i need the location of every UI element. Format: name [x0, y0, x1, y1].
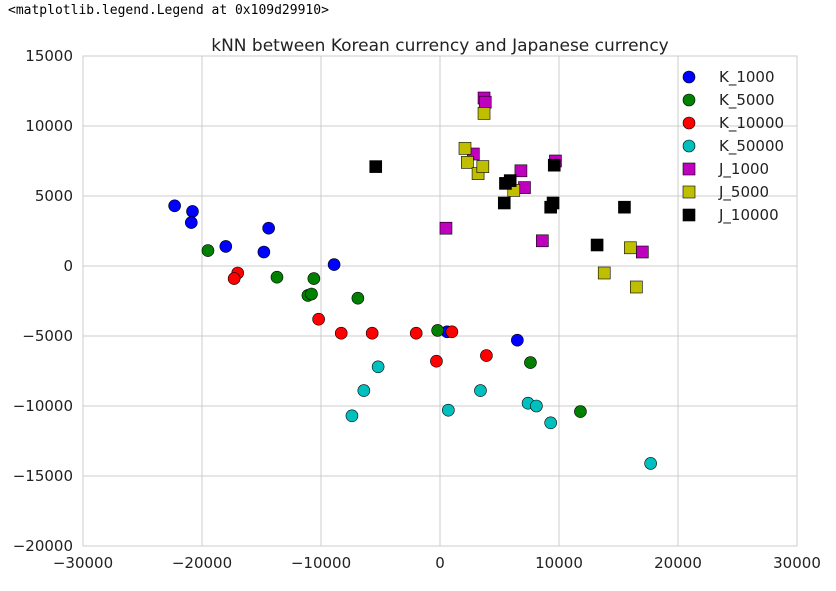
data-point — [511, 333, 524, 347]
data-point — [262, 221, 275, 235]
x-tick-label: −10000 — [291, 554, 351, 572]
y-tick-label: −5000 — [22, 327, 73, 345]
x-tick-label: 20000 — [654, 554, 702, 572]
y-tick-label: −20000 — [13, 537, 73, 555]
data-point — [503, 174, 517, 187]
data-point — [480, 349, 493, 362]
data-point — [644, 457, 657, 470]
data-point — [371, 360, 385, 374]
data-point — [618, 200, 631, 214]
legend-label: K_1000 — [719, 68, 775, 87]
y-tick-label: −15000 — [13, 467, 73, 485]
x-tick-label: −20000 — [172, 554, 232, 572]
y-tick-label: 0 — [63, 257, 73, 275]
x-tick-label: 10000 — [535, 554, 583, 572]
data-point — [431, 324, 444, 337]
legend-label: K_50000 — [719, 137, 784, 156]
data-point — [461, 156, 474, 169]
data-point — [477, 107, 491, 120]
data-point — [327, 258, 341, 271]
data-point — [307, 272, 321, 285]
data-point — [270, 270, 284, 284]
data-point — [369, 160, 383, 173]
data-point — [458, 142, 472, 155]
data-point — [536, 234, 549, 248]
data-point — [630, 280, 643, 294]
data-point — [186, 205, 199, 218]
y-tick-label: 10000 — [25, 117, 73, 135]
legend-marker — [682, 185, 696, 199]
data-point — [597, 266, 611, 280]
data-point — [524, 356, 537, 369]
data-point — [476, 160, 490, 173]
data-point — [445, 325, 459, 339]
data-point — [201, 244, 215, 257]
legend-label: J_5000 — [718, 183, 769, 202]
data-point — [430, 354, 443, 368]
data-point — [219, 240, 233, 253]
legend-label: J_1000 — [718, 160, 769, 179]
legend-label: K_5000 — [719, 91, 775, 110]
data-point — [497, 196, 511, 210]
data-point — [409, 326, 423, 340]
data-point — [518, 181, 531, 194]
legend-marker — [682, 93, 696, 107]
legend-label: K_10000 — [719, 114, 784, 133]
data-point — [514, 164, 528, 178]
x-tick-label: 0 — [435, 554, 445, 572]
data-point — [530, 399, 543, 413]
cell-output-text: <matplotlib.legend.Legend at 0x109d29910… — [8, 3, 329, 18]
legend-marker — [682, 162, 696, 176]
data-point — [635, 245, 649, 259]
x-tick-label: 30000 — [773, 554, 821, 572]
data-point — [590, 238, 604, 252]
y-tick-label: 5000 — [35, 187, 73, 205]
legend-marker — [682, 208, 696, 222]
data-point — [365, 326, 379, 340]
legend-marker — [682, 116, 696, 130]
data-point — [184, 216, 198, 229]
data-point — [334, 326, 348, 340]
data-point — [227, 272, 241, 285]
x-tick-label: −30000 — [53, 554, 113, 572]
data-point — [474, 384, 487, 397]
data-point — [351, 291, 365, 305]
data-point — [547, 158, 561, 172]
data-point — [168, 199, 181, 213]
chart-title: kNN between Korean currency and Japanese… — [211, 36, 669, 56]
legend-marker — [682, 70, 696, 84]
data-point — [442, 403, 455, 417]
data-point — [257, 245, 271, 259]
data-point — [478, 95, 492, 109]
data-point — [546, 196, 560, 210]
data-point — [574, 405, 587, 418]
data-point — [305, 287, 318, 301]
data-point — [357, 384, 371, 397]
data-point — [624, 241, 637, 255]
data-point — [439, 221, 453, 235]
data-point — [345, 409, 359, 423]
legend-label: J_10000 — [718, 206, 779, 225]
y-tick-label: −10000 — [13, 397, 73, 415]
legend-marker — [682, 139, 696, 153]
y-tick-label: 15000 — [25, 47, 73, 65]
data-point — [544, 416, 557, 430]
plot-frame — [82, 55, 798, 547]
data-point — [312, 312, 325, 326]
